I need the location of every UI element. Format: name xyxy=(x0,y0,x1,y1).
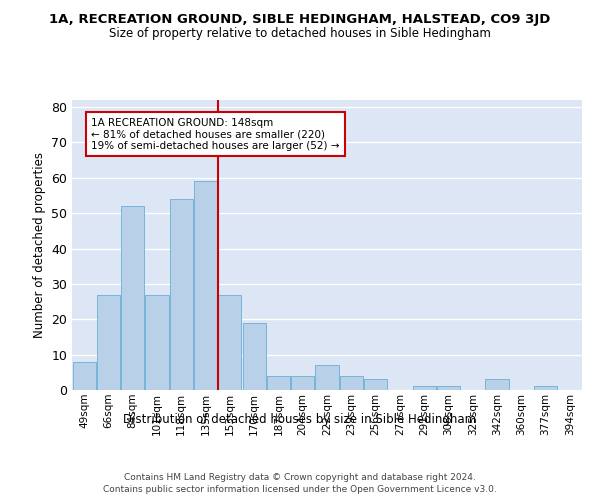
Bar xyxy=(364,380,387,390)
Bar xyxy=(340,376,363,390)
Text: Contains public sector information licensed under the Open Government Licence v3: Contains public sector information licen… xyxy=(103,485,497,494)
Bar xyxy=(170,199,193,390)
Bar xyxy=(413,386,436,390)
Text: Size of property relative to detached houses in Sible Hedingham: Size of property relative to detached ho… xyxy=(109,28,491,40)
Bar xyxy=(73,362,95,390)
Bar xyxy=(242,323,266,390)
Text: 1A RECREATION GROUND: 148sqm
← 81% of detached houses are smaller (220)
19% of s: 1A RECREATION GROUND: 148sqm ← 81% of de… xyxy=(91,118,340,151)
Text: Distribution of detached houses by size in Sible Hedingham: Distribution of detached houses by size … xyxy=(124,412,476,426)
Bar xyxy=(145,294,169,390)
Text: 1A, RECREATION GROUND, SIBLE HEDINGHAM, HALSTEAD, CO9 3JD: 1A, RECREATION GROUND, SIBLE HEDINGHAM, … xyxy=(49,12,551,26)
Text: Contains HM Land Registry data © Crown copyright and database right 2024.: Contains HM Land Registry data © Crown c… xyxy=(124,472,476,482)
Bar xyxy=(316,365,338,390)
Bar xyxy=(194,182,217,390)
Y-axis label: Number of detached properties: Number of detached properties xyxy=(32,152,46,338)
Bar xyxy=(121,206,144,390)
Bar xyxy=(267,376,290,390)
Bar xyxy=(97,294,120,390)
Bar xyxy=(291,376,314,390)
Bar xyxy=(437,386,460,390)
Bar xyxy=(218,294,241,390)
Bar xyxy=(534,386,557,390)
Bar xyxy=(485,380,509,390)
